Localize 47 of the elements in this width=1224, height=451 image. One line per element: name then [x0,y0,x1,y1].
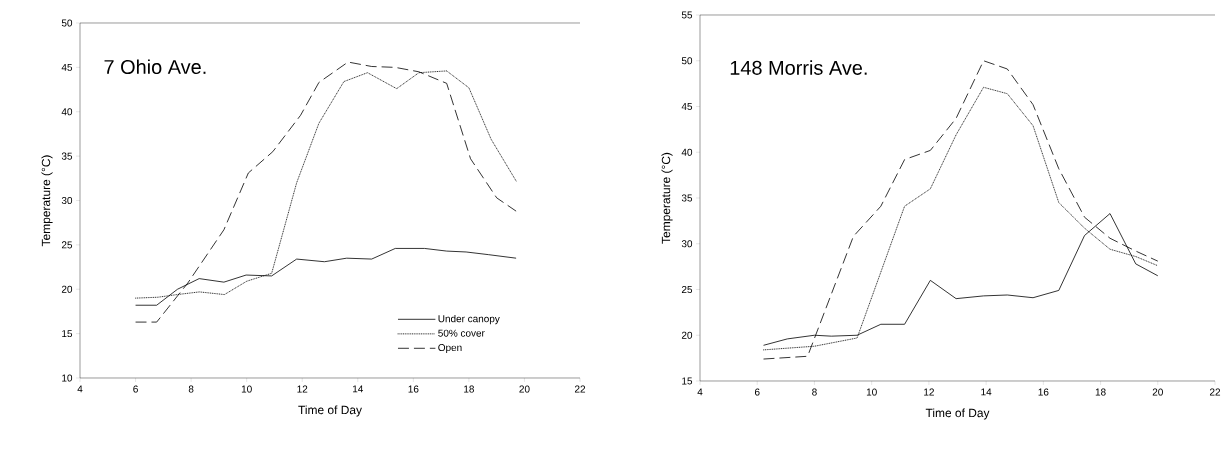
x-tick-label: 12 [924,388,934,396]
y-tick-label: 20 [61,285,73,293]
x-tick-label: 14 [353,385,364,393]
y-tick-label: 25 [681,285,693,294]
x-tick-label: 10 [241,385,252,393]
x-axis-title: Time of Day [925,408,990,420]
y-axis-title: Temperature (°C) [41,155,53,247]
x-tick-label: 10 [866,388,877,396]
y-tick-label: 50 [681,57,693,65]
legend-label: Open [438,344,462,354]
x-tick-label: 22 [1209,388,1221,396]
y-tick-label: 50 [61,19,73,27]
x-tick-label: 16 [408,385,419,393]
y-tick-label: 30 [681,240,693,248]
y-tick-label: 25 [61,241,73,249]
x-tick-label: 20 [1152,388,1163,396]
x-tick-label: 4 [697,388,703,396]
y-tick-label: 45 [61,63,73,71]
x-tick-label: 4 [77,385,83,393]
legend-label: 50% cover [438,329,485,337]
y-tick-label: 10 [62,374,73,382]
y-tick-label: 40 [681,148,693,156]
y-axis-title: Temperature (°C) [661,152,673,244]
y-tick-label: 40 [61,108,73,116]
y-tick-label: 15 [682,377,693,385]
x-tick-label: 18 [1095,388,1106,396]
x-tick-label: 20 [519,385,530,393]
x-tick-label: 22 [574,385,586,393]
y-tick-label: 45 [681,103,693,110]
text: 7 Ohio Ave. [104,59,206,75]
legend-label: Under canopy [438,314,500,325]
x-tick-label: 14 [981,388,992,396]
x-tick-label: 6 [754,388,760,396]
text: 148 Morris Ave. [730,60,867,75]
x-tick-label: 8 [188,385,194,393]
x-tick-label: 6 [133,385,138,393]
x-tick-label: 8 [812,388,817,396]
x-tick-label: 16 [1038,388,1049,396]
y-tick-label: 30 [61,196,73,205]
x-tick-label: 12 [297,385,308,393]
y-tick-label: 35 [61,152,73,160]
y-tick-label: 35 [681,194,693,202]
y-tick-label: 20 [681,331,693,339]
y-tick-label: 15 [62,330,73,338]
x-axis-title: Time of Day [298,405,362,417]
y-tick-label: 55 [681,11,693,19]
x-tick-label: 18 [464,385,474,393]
